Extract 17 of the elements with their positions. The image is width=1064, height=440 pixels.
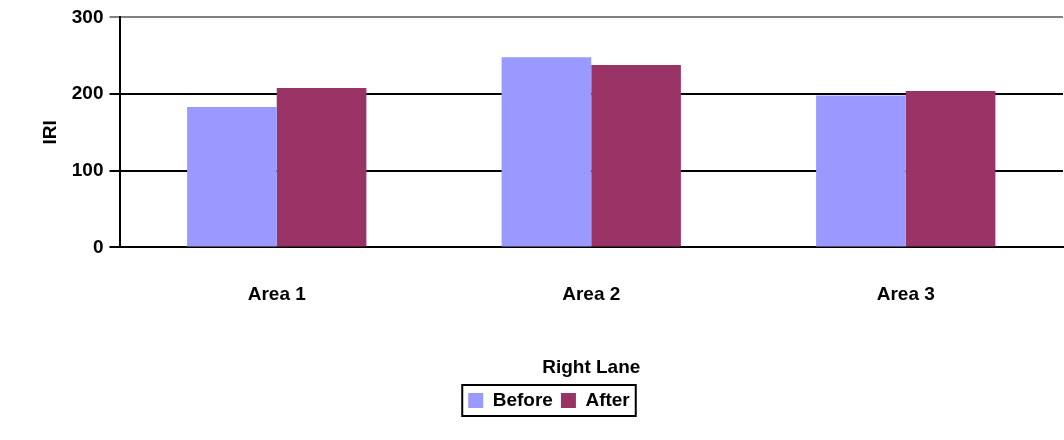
bar [501, 57, 592, 247]
legend-label: After [585, 388, 631, 410]
y-axis-title: IRI [38, 120, 60, 145]
bar [591, 64, 681, 247]
y-tick-label: 200 [71, 82, 104, 104]
y-tick-label: 0 [92, 235, 104, 257]
x-tick-label: Area 2 [562, 283, 621, 305]
bar [816, 95, 906, 247]
legend-label: Before [492, 388, 553, 410]
x-axis-title: Right Lane [542, 355, 641, 377]
x-tick-label: Area 3 [876, 283, 935, 305]
y-tick-label: 300 [71, 5, 104, 27]
bar [187, 107, 277, 247]
bar [276, 87, 367, 247]
x-tick-label: Area 1 [247, 283, 307, 305]
bar [905, 91, 996, 247]
y-tick-label: 100 [71, 158, 104, 180]
